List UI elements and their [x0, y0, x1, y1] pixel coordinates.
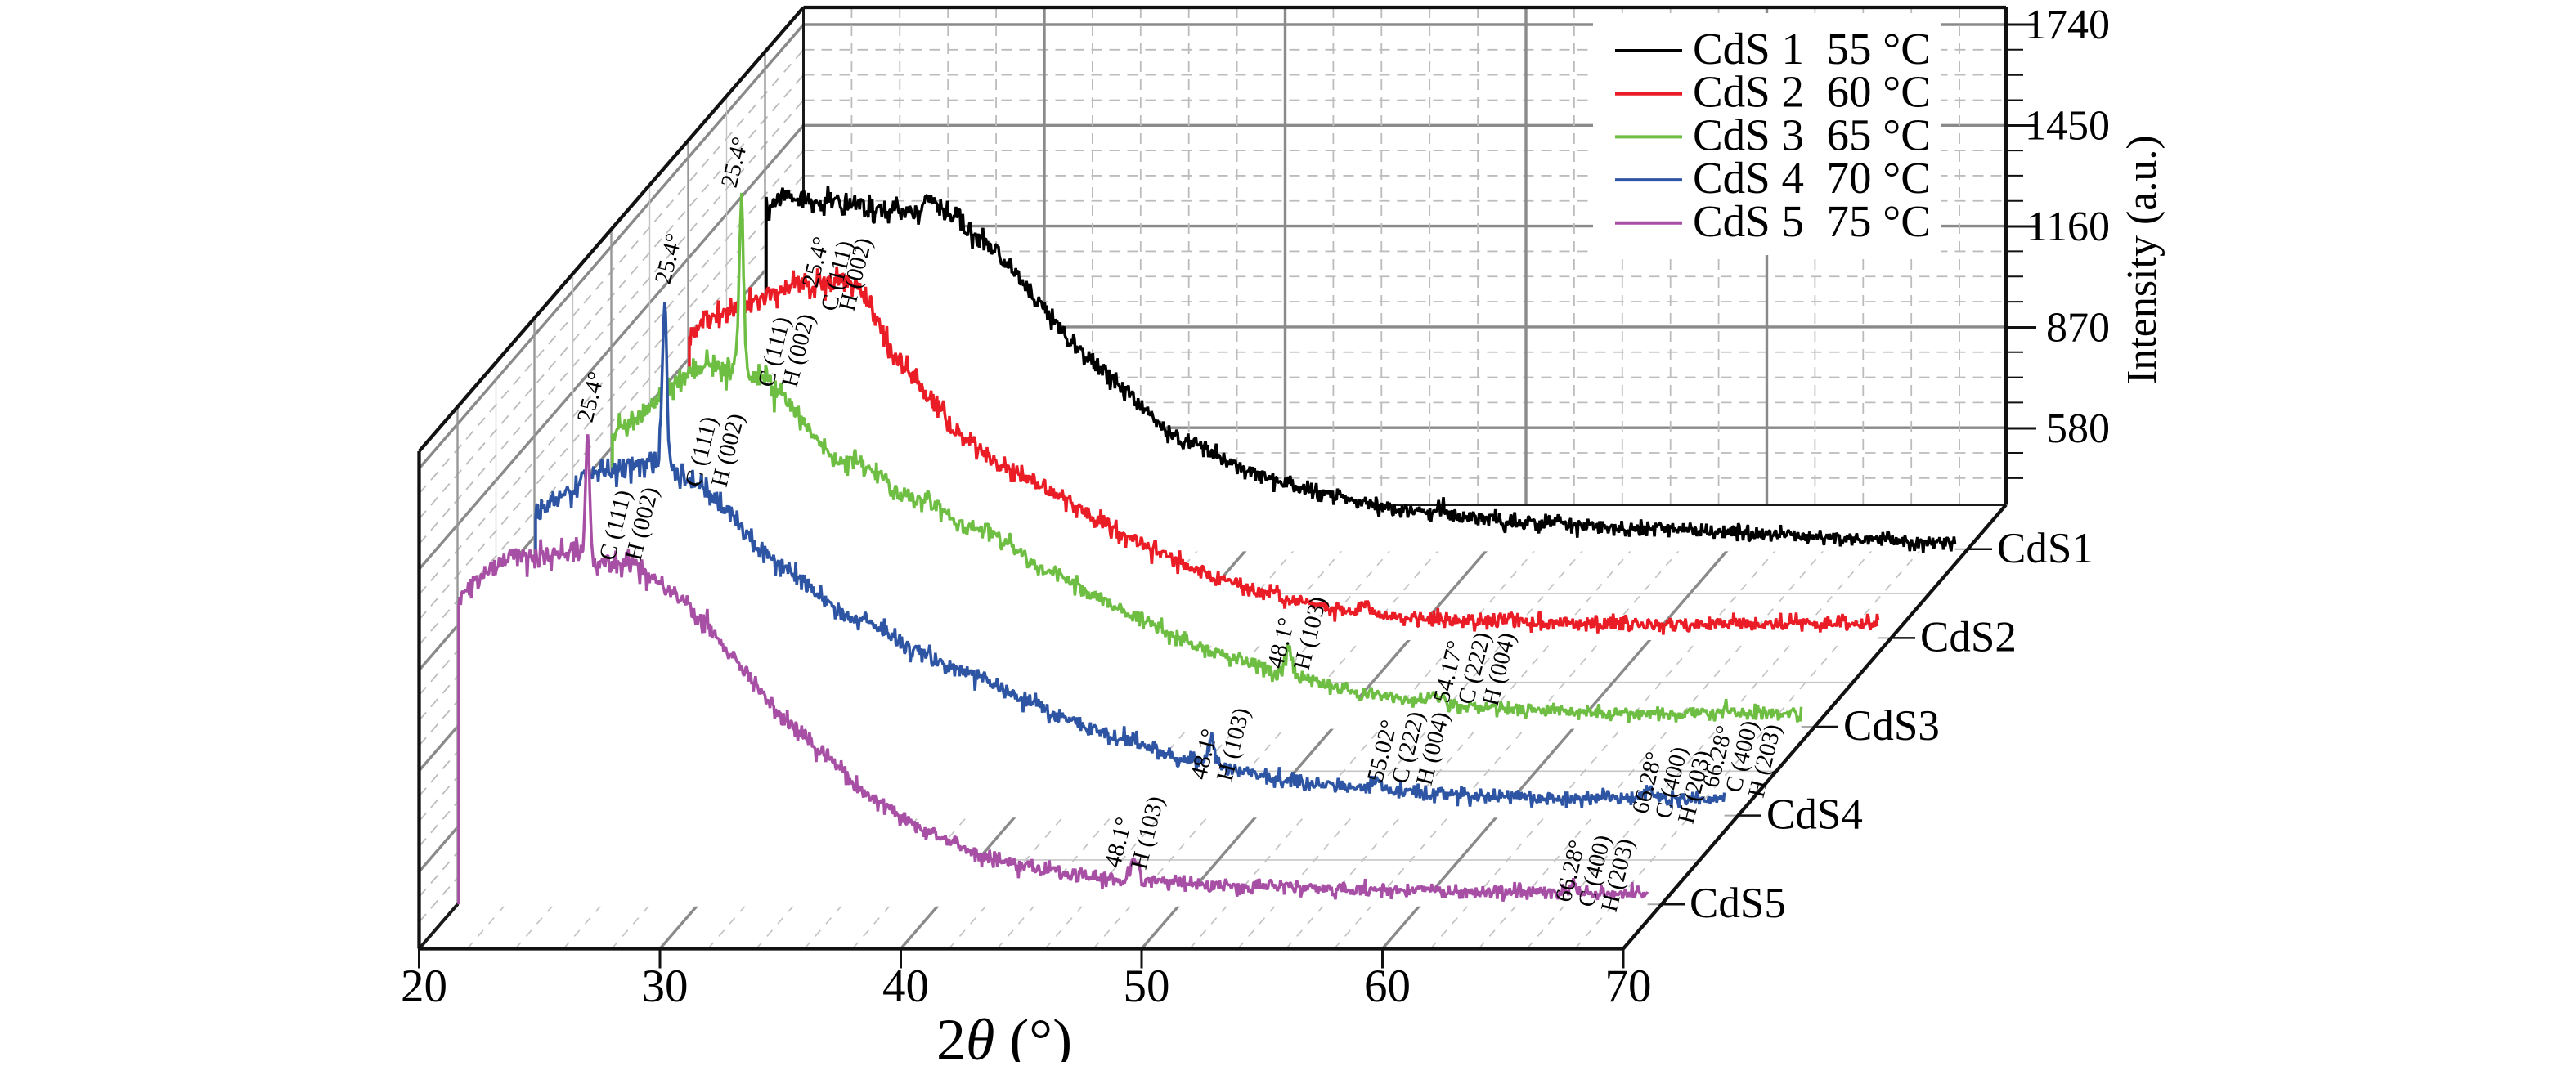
svg-text:580: 580	[2046, 405, 2110, 452]
svg-text:Intensity (a.u.): Intensity (a.u.)	[2119, 135, 2165, 384]
svg-text:30: 30	[642, 961, 689, 1012]
svg-text:CdS3: CdS3	[1843, 702, 1940, 750]
svg-text:60: 60	[1364, 961, 1411, 1012]
svg-text:CdS5: CdS5	[1690, 880, 1786, 927]
svg-text:CdS 5 75 °C: CdS 5 75 °C	[1693, 196, 1931, 246]
svg-text:1160: 1160	[2026, 204, 2110, 250]
svg-text:50: 50	[1124, 961, 1170, 1012]
svg-text:CdS 4 70 °C: CdS 4 70 °C	[1693, 153, 1931, 203]
svg-text:20: 20	[401, 961, 447, 1012]
svg-text:CdS2: CdS2	[1920, 613, 2017, 661]
svg-text:40: 40	[882, 961, 929, 1012]
svg-text:CdS1: CdS1	[1997, 525, 2094, 572]
svg-text:1450: 1450	[2025, 103, 2110, 150]
svg-text:1740: 1740	[2025, 2, 2110, 48]
svg-text:CdS4: CdS4	[1766, 791, 1863, 839]
svg-text:2θ (°): 2θ (°)	[936, 1007, 1072, 1062]
svg-text:CdS 3 65 °C: CdS 3 65 °C	[1693, 110, 1931, 159]
svg-text:CdS 1 55 °C: CdS 1 55 °C	[1693, 24, 1931, 74]
svg-text:870: 870	[2046, 305, 2110, 352]
svg-text:CdS 2 60 °C: CdS 2 60 °C	[1693, 67, 1931, 117]
svg-text:70: 70	[1605, 961, 1652, 1012]
